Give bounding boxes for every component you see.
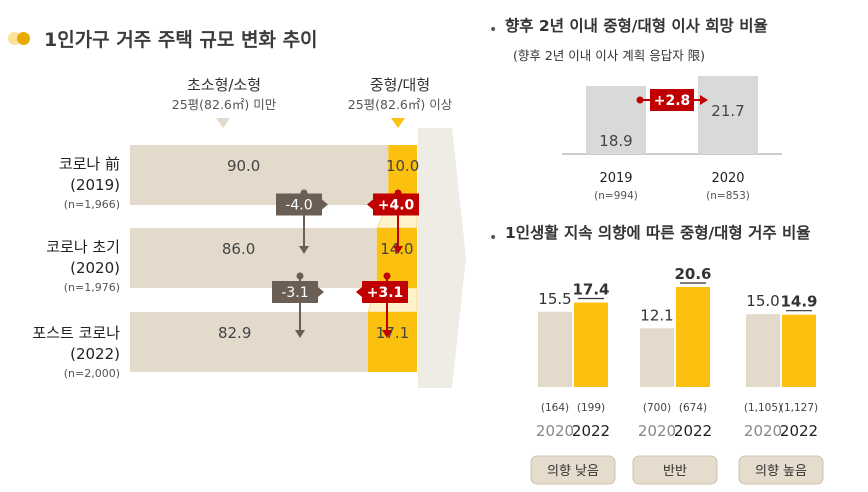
group-label: 의향 높음 <box>755 464 807 479</box>
right-bottom-title: 1인생활 지속 의향에 따른 중형/대형 거주 비율 <box>505 224 811 242</box>
x-tick-label: 2020 <box>711 171 744 186</box>
legend-large-range: 25평(82.6㎡) 이상 <box>347 97 453 112</box>
change-badge-pointer <box>318 287 324 297</box>
bar-large <box>367 312 417 372</box>
change-badge-small <box>276 193 322 216</box>
transition-arrow-shape <box>418 128 466 388</box>
bar <box>676 287 710 387</box>
group-pill <box>530 455 616 485</box>
main-title: 1인가구 거주 주택 규모 변화 추이 <box>44 29 318 51</box>
legend-small-name: 초소형/소형 <box>186 76 262 94</box>
change-arrowhead <box>295 330 305 338</box>
bar <box>698 76 758 154</box>
bar-small-value: 82.9 <box>218 324 251 342</box>
x-tick-label: 2022 <box>780 422 818 440</box>
bar-large-value: 17.1 <box>376 324 409 342</box>
bar-value-label: 14.9 <box>780 293 817 311</box>
title-bullet-icon <box>8 30 38 46</box>
change-arrowhead <box>299 246 309 254</box>
bar <box>574 302 608 387</box>
change-label-small: -3.1 <box>281 285 308 301</box>
n-label: (n=994) <box>594 190 638 202</box>
row-label-name: 코로나 前 <box>58 155 120 173</box>
group-label: 반반 <box>663 464 687 479</box>
legend-large-triangle <box>391 118 405 128</box>
bar <box>746 314 780 387</box>
change-label-large: +4.0 <box>378 198 415 214</box>
row-label-n: (n=1,966) <box>63 198 120 211</box>
x-tick-label: 2022 <box>674 422 712 440</box>
change-badge-pointer <box>367 199 373 210</box>
change-badge-pointer <box>356 287 362 297</box>
change-badge-large <box>362 281 408 303</box>
group-pill <box>738 455 824 485</box>
change-arrowhead <box>382 330 392 338</box>
n-label: (674) <box>679 402 707 414</box>
x-tick-label: 2020 <box>744 422 782 440</box>
group-label: 의향 낮음 <box>547 464 599 479</box>
change-label-small: -4.0 <box>285 198 312 214</box>
change-badge-pointer <box>322 199 328 210</box>
row-label-2020: 코로나 초기 (2020) (n=1,976) <box>40 236 120 294</box>
bar-value-label: 20.6 <box>674 265 711 283</box>
legend-small-triangle <box>216 118 230 128</box>
bullet-dot: • <box>489 22 498 38</box>
bar <box>586 86 646 154</box>
n-label: (n=853) <box>706 190 750 202</box>
row-label-n: (n=1,976) <box>63 281 120 294</box>
change-label-large: +3.1 <box>367 285 404 301</box>
bar <box>538 311 572 387</box>
row-label-name: 포스트 코로나 <box>32 324 120 342</box>
n-label: (1,105) <box>744 402 782 414</box>
legend-small-range: 25평(82.6㎡) 미만 <box>171 97 277 112</box>
x-tick-label: 2019 <box>599 171 632 186</box>
change-arrowhead <box>700 95 708 105</box>
bar-value-label: 15.0 <box>746 292 779 310</box>
bar-small-value: 86.0 <box>222 240 255 258</box>
row-label-2019: 코로나 前 (2019) (n=1,966) <box>40 153 120 211</box>
x-tick-label: 2020 <box>638 422 676 440</box>
bar-large-value: 10.0 <box>386 157 419 175</box>
bullet-dark-dot <box>17 32 30 45</box>
bar-value-label: 21.7 <box>711 102 744 120</box>
bar-large <box>376 228 417 288</box>
row-label-year: (2022) <box>70 345 120 363</box>
group-pill <box>632 455 718 485</box>
row-label-year: (2020) <box>70 259 120 277</box>
bar-value-label: 12.1 <box>640 306 673 324</box>
right-top-subtitle: (향후 2년 이내 이사 계획 응답자 限) <box>513 48 706 63</box>
bar-value-label: 17.4 <box>572 281 609 299</box>
bar <box>640 328 674 387</box>
bar-small <box>130 312 368 372</box>
row-label-n: (n=2,000) <box>63 367 120 380</box>
bar-value-label: 15.5 <box>538 290 571 308</box>
bar-small-value: 90.0 <box>227 157 260 175</box>
row-label-name: 코로나 초기 <box>46 238 120 256</box>
bar-small <box>130 228 377 288</box>
row-label-year: (2019) <box>70 176 120 194</box>
legend-large-name: 중형/대형 <box>369 76 431 94</box>
change-badge <box>650 89 694 111</box>
n-label: (199) <box>577 402 605 414</box>
n-label: (164) <box>541 402 569 414</box>
bar-small <box>130 145 389 205</box>
change-arrowhead <box>393 246 403 254</box>
n-label: (700) <box>643 402 671 414</box>
row-label-2022: 포스트 코로나 (2022) (n=2,000) <box>20 322 120 380</box>
right-top-title: 향후 2년 이내 중형/대형 이사 희망 비율 <box>505 17 768 35</box>
bar-value-label: 18.9 <box>599 132 632 150</box>
bar <box>782 314 816 387</box>
bullet-dot: • <box>489 230 498 246</box>
change-label: +2.8 <box>654 93 691 109</box>
change-badge-large <box>373 193 419 216</box>
x-tick-label: 2020 <box>536 422 574 440</box>
n-label: (1,127) <box>780 402 818 414</box>
x-tick-label: 2022 <box>572 422 610 440</box>
change-badge-small <box>272 281 318 303</box>
